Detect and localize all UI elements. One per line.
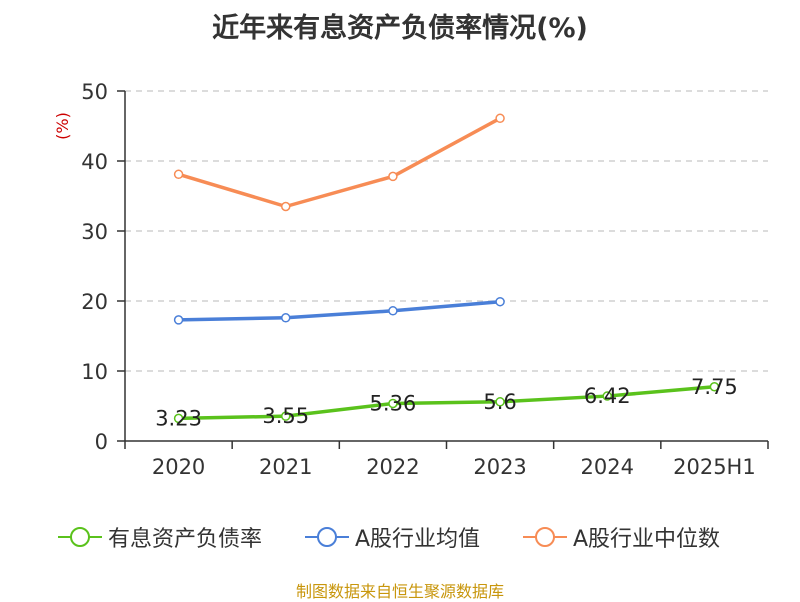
data-point-0 — [281, 411, 291, 421]
series-line-2 — [178, 116, 501, 209]
x-tick-label: 2023 — [473, 455, 526, 479]
x-tick-label: 2021 — [259, 455, 312, 479]
data-point-1 — [388, 306, 398, 316]
y-tick-label: 50 — [81, 80, 108, 104]
series-line-0 — [178, 385, 715, 421]
x-tick-label: 2024 — [581, 455, 634, 479]
data-point-1 — [173, 315, 184, 325]
legend-marker-industry-median — [523, 527, 567, 547]
data-point-2 — [281, 201, 291, 212]
y-axis-label: (%) — [53, 112, 72, 140]
data-source-note: 制图数据来自恒生聚源数据库 — [295, 582, 504, 601]
data-label: 5.36 — [370, 391, 417, 415]
series-line-1 — [178, 299, 501, 322]
data-label: 3.23 — [155, 406, 202, 430]
legend-label-industry-median: A股行业中位数 — [573, 527, 721, 552]
x-tick-label: 2022 — [366, 455, 419, 479]
data-point-1 — [495, 296, 505, 307]
y-tick-label: 30 — [81, 220, 108, 244]
legend-marker-industry-average — [305, 527, 349, 547]
legend-item-interest-bearing-ratio[interactable]: 有息资产负债率 — [58, 519, 262, 555]
legend-marker-interest-bearing-ratio — [58, 527, 102, 547]
data-label: 6.42 — [584, 384, 631, 408]
legend-item-industry-average[interactable]: A股行业均值 — [305, 519, 480, 555]
data-point-0 — [388, 398, 398, 409]
legend: 有息资产负债率 A股行业均值 A股行业中位数 — [0, 519, 800, 555]
data-label: 7.75 — [691, 375, 738, 399]
legend-item-industry-median[interactable]: A股行业中位数 — [523, 519, 720, 555]
data-point-2 — [495, 113, 505, 124]
data-point-2 — [388, 171, 398, 182]
y-tick-label: 0 — [95, 430, 108, 454]
data-point-0 — [495, 397, 505, 407]
x-tick-label: 2025H1 — [673, 455, 756, 479]
data-point-0 — [709, 382, 720, 392]
y-tick-label: 10 — [81, 360, 108, 384]
chart-title: 近年来有息资产负债率情况(%) — [212, 13, 588, 44]
data-point-0 — [173, 413, 184, 424]
data-point-2 — [173, 169, 184, 180]
y-tick-label: 20 — [81, 290, 108, 314]
data-point-0 — [602, 391, 612, 401]
data-label: 5.6 — [483, 390, 516, 414]
data-label: 3.55 — [262, 404, 309, 428]
line-chart: 0 10 20 30 40 50 (%) 2020 2021 2022 2023 2024 2025H1… — [53, 80, 769, 479]
x-tick-label: 2020 — [152, 455, 205, 479]
legend-label-interest-bearing-ratio: 有息资产负债率 — [108, 527, 263, 552]
data-point-1 — [281, 313, 291, 323]
legend-label-industry-average: A股行业均值 — [355, 527, 481, 552]
y-tick-label: 40 — [81, 150, 108, 174]
